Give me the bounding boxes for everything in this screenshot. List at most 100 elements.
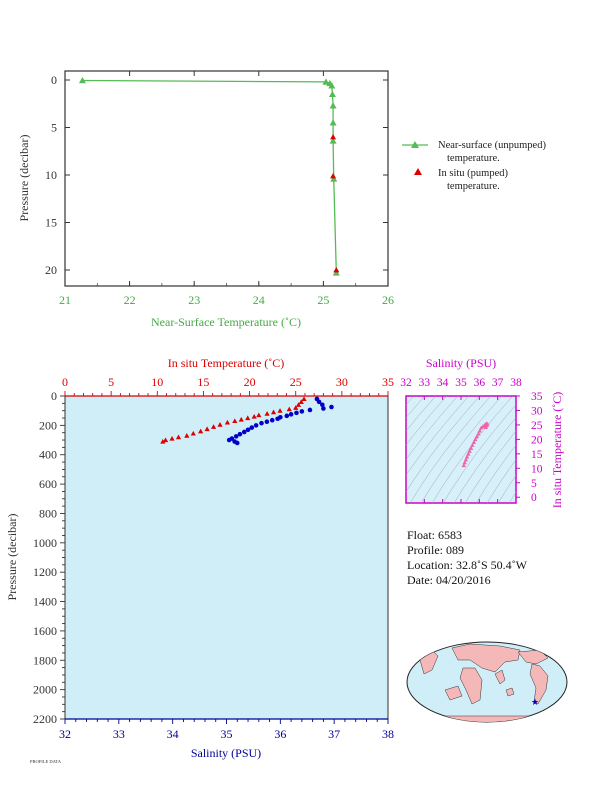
sal-tick-label: 33	[113, 727, 125, 741]
density-contour	[431, 396, 514, 503]
ts-y-tick-label: 10	[531, 463, 543, 475]
y-tick-label: 15	[45, 216, 57, 230]
surface-temp-x-label: Near-Surface Temperature (˚C)	[151, 315, 301, 329]
temperature-point	[245, 415, 251, 421]
ts-point	[471, 440, 477, 445]
pressure-tick-label: 0	[51, 389, 57, 403]
density-contour	[442, 404, 516, 503]
unpumped-point	[332, 269, 340, 276]
ts-y-tick-label: 25	[531, 420, 543, 432]
ts-point	[467, 448, 472, 453]
density-contour	[464, 430, 516, 503]
float-location-marker: ★	[531, 697, 539, 707]
surface-temp-y-label: Pressure (decibar)	[17, 135, 31, 222]
ts-y-tick-label: 30	[531, 405, 543, 417]
footnote: PROFILE DATA	[30, 759, 62, 764]
profile-temperature-series	[160, 396, 307, 444]
temperature-point	[160, 438, 166, 444]
profile-chart: 0 5 10 15 20 25 30 35 32 33 34 35 36 37 38 0 200 400 600…	[5, 356, 394, 760]
unpumped-point	[322, 78, 330, 85]
ts-plot-area	[405, 395, 517, 504]
ts-point	[476, 431, 481, 436]
sal-tick-label: 38	[382, 727, 394, 741]
profile-number: Profile: 089	[407, 543, 464, 557]
pressure-tick-label: 1800	[33, 653, 57, 667]
world-map: ★	[406, 641, 568, 723]
temperature-point	[217, 422, 223, 427]
density-contour	[406, 396, 459, 460]
density-contour	[475, 444, 516, 503]
ts-diagram: 32 33 34 35 36 37 38 0 5 10 15 20 25 30 35 Salinity (…	[400, 356, 564, 509]
ts-point	[473, 437, 478, 442]
temperature-point	[256, 412, 262, 418]
temp-tick-label: 0	[62, 375, 68, 389]
pressure-tick-label: 1600	[33, 624, 57, 638]
unpumped-point	[330, 175, 338, 182]
temperature-point	[162, 437, 169, 443]
pumped-point	[333, 267, 340, 273]
sal-tick-label: 36	[274, 727, 286, 741]
unpumped-point	[78, 76, 86, 84]
temperature-point	[286, 406, 292, 412]
ts-x-tick-label: 36	[474, 377, 486, 389]
float-id: Float: 6583	[407, 528, 462, 542]
pumped-point	[330, 134, 337, 140]
salinity-point	[307, 407, 313, 413]
pressure-tick-label: 1200	[33, 565, 57, 579]
salinity-point	[234, 440, 240, 446]
sal-tick-label: 32	[59, 727, 71, 741]
unpumped-point	[329, 119, 337, 126]
salinity-point	[320, 402, 325, 408]
sal-tick-label: 34	[167, 727, 179, 741]
salinity-point	[245, 427, 251, 433]
ts-x-tick-label: 34	[437, 377, 449, 389]
pressure-tick-label: 2200	[33, 712, 57, 726]
temperature-point	[277, 408, 283, 413]
x-tick-label: 23	[188, 293, 200, 307]
salinity-point	[264, 419, 270, 424]
density-contour	[406, 396, 481, 493]
unpumped-point	[328, 82, 336, 89]
ts-point	[464, 454, 470, 459]
temperature-point	[210, 424, 217, 429]
ts-right-label: In situ Temperature (˚C)	[550, 392, 564, 509]
ts-x-tick-label: 32	[400, 377, 412, 389]
ts-x-tick-label: 37	[492, 377, 504, 389]
unpumped-point	[329, 137, 337, 144]
salinity-point	[237, 431, 243, 437]
temperature-point	[301, 396, 307, 402]
date: Date: 04/20/2016	[407, 573, 491, 587]
float-info: Float: 6583 Profile: 089 Location: 32.8˚…	[407, 528, 528, 587]
salinity-point	[253, 423, 259, 428]
pressure-tick-label: 600	[39, 477, 57, 491]
temperature-point	[204, 426, 210, 432]
ts-density-contours	[406, 396, 516, 503]
pumped-point	[330, 172, 337, 179]
salinity-point	[294, 410, 299, 416]
legend-marker-unpumped	[411, 141, 419, 148]
density-contour	[409, 396, 492, 503]
ts-x-tick-label: 33	[419, 377, 431, 389]
x-tick-label: 25	[317, 293, 329, 307]
x-tick-label: 24	[253, 293, 265, 307]
temperature-point	[224, 419, 231, 425]
profile-pressure-ticks: 0 200 400 600 800 1000 1200 1400 1600 1800 2000 220…	[33, 389, 65, 726]
salinity-point	[288, 412, 294, 417]
density-contour	[420, 396, 503, 503]
profile-salinity-ticks: 32 33 34 35 36 37 38	[59, 719, 394, 741]
salinity-point	[259, 420, 264, 426]
sal-tick-label: 35	[221, 727, 233, 741]
temp-tick-label: 35	[382, 375, 394, 389]
x-tick-label: 22	[124, 293, 136, 307]
temp-tick-label: 10	[151, 375, 163, 389]
salinity-point	[299, 409, 305, 414]
salinity-point	[284, 413, 290, 419]
pressure-tick-label: 1000	[33, 536, 57, 550]
ts-temperature-ticks: 0 5 10 15 20 25 30 35	[516, 391, 543, 504]
y-tick-label: 10	[45, 168, 57, 182]
ts-point	[474, 434, 479, 439]
unpumped-point	[329, 102, 337, 109]
surface-temp-x-ticks: 21 22 23 24 25 26	[59, 71, 394, 307]
density-contour	[453, 417, 516, 503]
